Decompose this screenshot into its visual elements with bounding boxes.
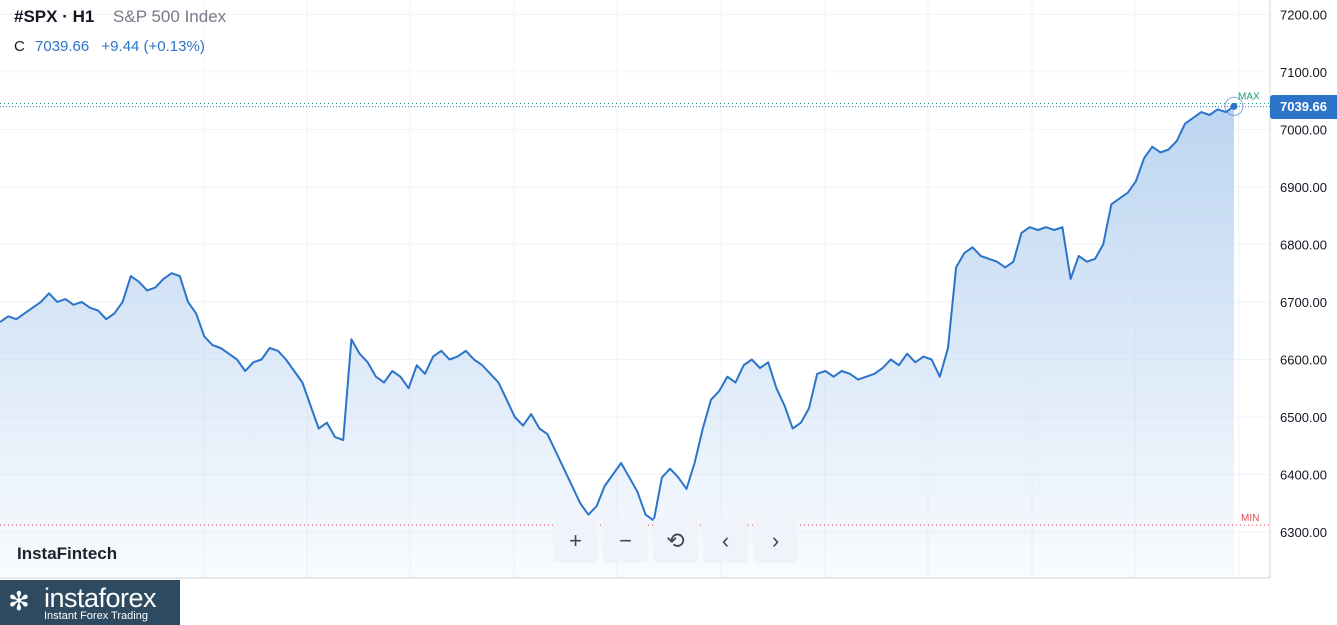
y-tick-label: 7000.00 (1280, 122, 1327, 137)
y-tick-label: 6800.00 (1280, 237, 1327, 252)
logo-icon: ✻ (8, 586, 30, 616)
last-point-marker (1230, 102, 1238, 110)
quote-line: C 7039.66 +9.44 (+0.13%) (14, 38, 205, 55)
instrument-name: S&P 500 Index (113, 7, 227, 26)
chart-header: #SPX · H1 S&P 500 Index (14, 7, 226, 27)
zoom-out-button[interactable]: − (603, 518, 648, 563)
last-price-tag: 7039.66 (1270, 94, 1337, 119)
scroll-right-button[interactable]: › (753, 518, 798, 563)
reset-button[interactable]: ⟲ (653, 518, 698, 563)
min-label: MIN (1241, 513, 1259, 524)
y-tick-label: 6400.00 (1280, 467, 1327, 482)
max-label: MAX (1238, 92, 1260, 103)
close-value: 7039.66 (35, 38, 90, 55)
y-tick-label: 6900.00 (1280, 180, 1327, 195)
zoom-in-button[interactable]: + (553, 518, 598, 563)
symbol-label[interactable]: #SPX · H1 (14, 7, 95, 26)
logo-wordmark: instaforex (44, 583, 157, 613)
chart-toolbar: + − ⟲ ‹ › (553, 518, 798, 563)
change-value: +9.44 (+0.13%) (101, 38, 205, 55)
scroll-left-button[interactable]: ‹ (703, 518, 748, 563)
y-tick-label: 7100.00 (1280, 65, 1327, 80)
brand-label: InstaFintech (17, 544, 118, 563)
y-tick-label: 6600.00 (1280, 352, 1327, 367)
series-area (0, 106, 1234, 579)
y-tick-label: 6300.00 (1280, 525, 1327, 540)
price-chart[interactable]: 7200.00 7100.00 7000.00 6900.00 6800.00 6700.… (0, 0, 1337, 580)
logo-tagline: Instant Forex Trading (44, 610, 148, 622)
y-tick-label: 6500.00 (1280, 410, 1327, 425)
y-tick-label: 7200.00 (1280, 7, 1327, 22)
last-point-halo (1224, 96, 1244, 116)
close-label: C (14, 38, 25, 55)
series-line (0, 105, 1235, 522)
instaforex-logo[interactable]: ✻ instaforex Instant Forex Trading (0, 580, 180, 625)
y-tick-label: 6700.00 (1280, 295, 1327, 310)
